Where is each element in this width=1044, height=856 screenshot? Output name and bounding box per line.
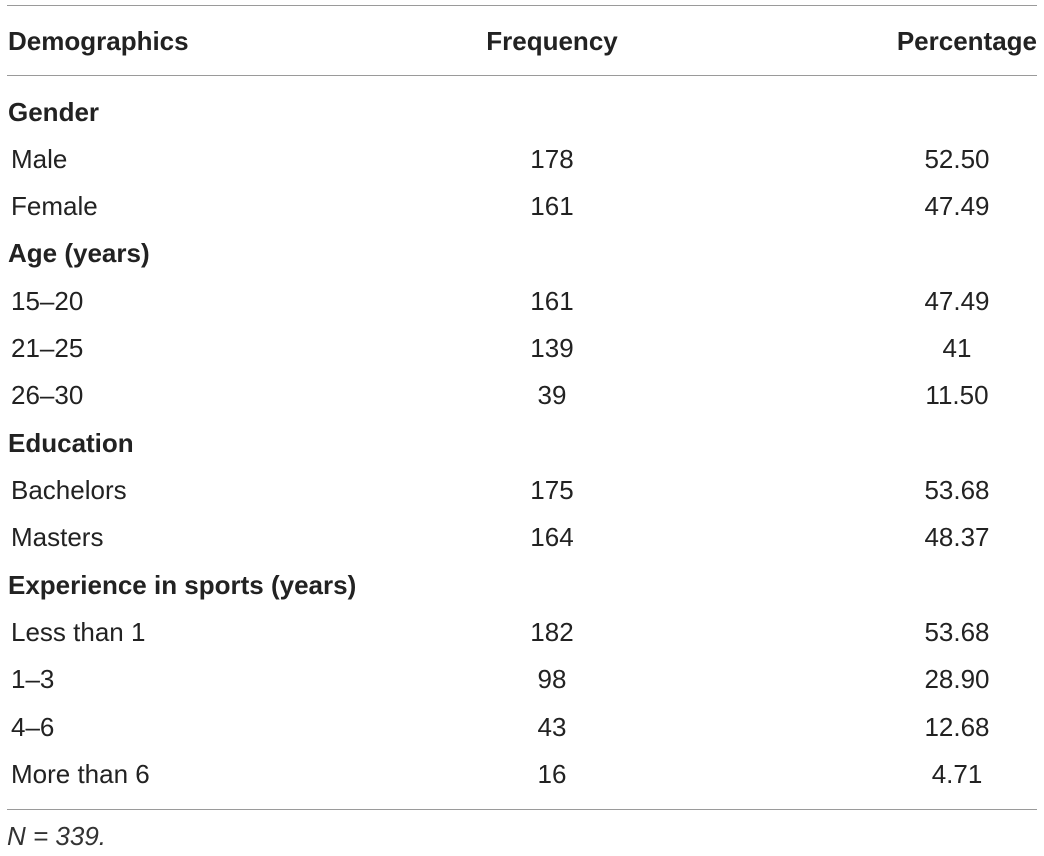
table-row: More than 6 16 4.71	[7, 751, 1037, 798]
row-percentage: 12.68	[924, 712, 990, 742]
row-frequency: 139	[530, 333, 574, 363]
row-label: 21–25	[11, 333, 84, 363]
table-row: Less than 1 182 53.68	[7, 609, 1037, 656]
row-frequency: 43	[537, 712, 567, 742]
row-label: 26–30	[11, 380, 84, 410]
row-percentage: 11.50	[925, 380, 989, 410]
table-header-row: Demographics Frequency Percentage	[7, 17, 1037, 65]
row-percentage: 47.49	[924, 286, 990, 316]
table-row: Masters 164 48.37	[7, 514, 1037, 561]
table-header-rule	[7, 75, 1037, 76]
table-row: Female 161 47.49	[7, 183, 1037, 230]
row-percentage: 52.50	[924, 144, 990, 174]
group-title: Gender	[8, 97, 100, 127]
group-title: Experience in sports (years)	[8, 570, 357, 600]
group-row-experience: Experience in sports (years)	[7, 562, 1037, 609]
row-frequency: 182	[530, 617, 574, 647]
group-row-gender: Gender	[7, 89, 1037, 136]
header-frequency: Frequency	[486, 26, 618, 56]
row-label: 1–3	[11, 664, 55, 694]
table-row: 26–30 39 11.50	[7, 372, 1037, 419]
table-row: Bachelors 175 53.68	[7, 467, 1037, 514]
row-label: 4–6	[11, 712, 55, 742]
row-percentage: 47.49	[924, 191, 990, 221]
row-label: More than 6	[11, 759, 150, 789]
row-percentage: 4.71	[931, 759, 983, 789]
row-frequency: 161	[530, 286, 574, 316]
row-frequency: 175	[530, 475, 574, 505]
row-frequency: 98	[537, 664, 567, 694]
header-demographics: Demographics	[8, 26, 189, 56]
table-row: 15–20 161 47.49	[7, 278, 1037, 325]
group-title: Age (years)	[8, 238, 150, 268]
row-frequency: 178	[530, 144, 574, 174]
row-label: Less than 1	[11, 617, 146, 647]
row-frequency: 164	[530, 522, 574, 552]
group-row-education: Education	[7, 420, 1037, 467]
row-percentage: 53.68	[924, 475, 990, 505]
row-frequency: 161	[530, 191, 574, 221]
group-row-age: Age (years)	[7, 230, 1037, 277]
row-percentage: 53.68	[924, 617, 990, 647]
header-percentage: Percentage	[896, 26, 1037, 56]
row-percentage: 41	[942, 333, 972, 363]
row-label: Bachelors	[11, 475, 127, 505]
row-label: Male	[11, 144, 68, 174]
row-frequency: 16	[537, 759, 567, 789]
table-row: 1–3 98 28.90	[7, 656, 1037, 703]
row-percentage: 48.37	[924, 522, 990, 552]
row-percentage: 28.90	[924, 664, 990, 694]
table-row: Male 178 52.50	[7, 136, 1037, 183]
row-frequency: 39	[537, 380, 567, 410]
table-bottom-rule	[7, 809, 1037, 810]
table-top-rule	[7, 5, 1037, 6]
table-row: 21–25 139 41	[7, 325, 1037, 372]
table-footnote: N = 339.	[7, 821, 107, 851]
group-title: Education	[8, 428, 134, 458]
row-label: Female	[11, 191, 98, 221]
row-label: Masters	[11, 522, 104, 552]
table-row: 4–6 43 12.68	[7, 704, 1037, 751]
row-label: 15–20	[11, 286, 84, 316]
